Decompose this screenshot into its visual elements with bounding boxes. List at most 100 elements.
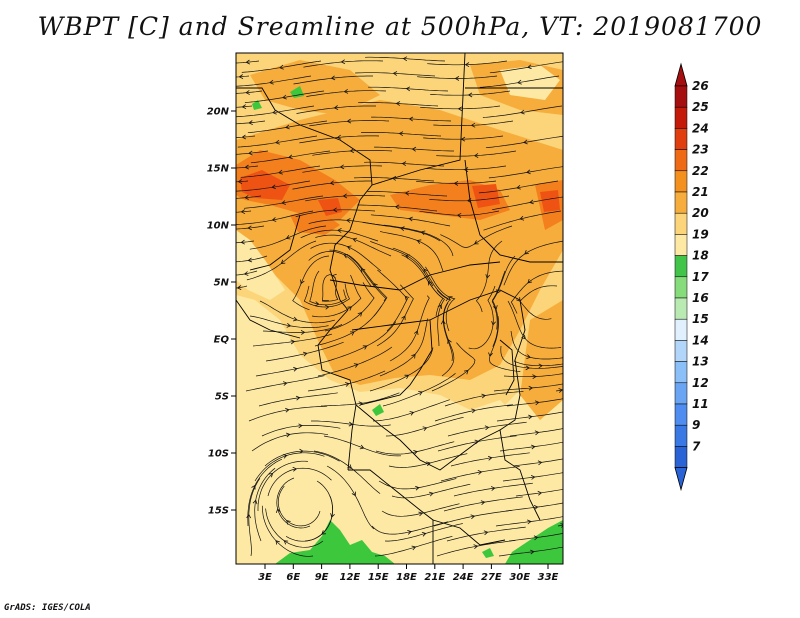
streamline [510,270,563,314]
streamline-arrow [408,116,414,122]
border-line [432,519,506,546]
streamline-arrow [340,59,346,65]
streamline-arrow [532,374,537,380]
colorbar-bottom-arrow [674,467,688,492]
colorbar-swatch [674,318,688,341]
streamline [285,495,334,542]
streamline-arrow [560,523,563,528]
streamline-arrow [299,448,304,454]
streamline [374,146,454,152]
streamline-arrow [426,461,431,467]
streamline [250,150,331,164]
streamline-arrow [243,271,249,276]
streamline [305,195,386,202]
streamline-arrow [391,175,397,181]
streamline [377,269,408,332]
streamline [430,90,511,96]
colorbar-label: 7 [692,439,701,453]
streamline-arrow [411,545,417,551]
streamline [429,195,510,202]
streamline-arrow [428,491,434,497]
streamline-arrow [247,225,252,231]
colorbar-label: 25 [692,100,709,114]
streamline [441,302,455,377]
wbpt-region [252,100,262,110]
streamline-arrow [407,530,412,535]
streamline [370,214,451,227]
streamline-arrow [481,393,486,399]
streamline [323,435,402,457]
streamline [254,452,325,482]
streamline-arrow [347,464,353,469]
streamline-arrow [447,296,453,301]
border-line [249,214,301,271]
streamline [247,458,283,527]
streamline-arrow [275,540,280,545]
streamline [440,466,520,482]
streamline-arrow [236,285,242,290]
wbpt-region [290,210,340,235]
streamline [236,90,263,94]
streamline [475,240,503,313]
streamline [295,209,376,217]
streamline [513,360,563,367]
streamline [379,318,429,377]
streamline-arrow [237,179,243,184]
streamline-arrow [395,101,401,106]
streamline [320,392,400,407]
streamline-arrow [330,75,336,81]
streamline [369,240,434,287]
streamline-arrow [272,109,277,115]
streamline [447,421,527,437]
streamline-arrow [351,491,356,497]
streamline [369,347,434,392]
streamline [391,483,471,499]
streamline-arrow [533,535,539,541]
streamline [249,225,327,250]
streamline-arrow [282,454,288,459]
streamline-arrow [530,549,535,555]
streamline [437,435,517,452]
streamline-arrow [278,169,283,175]
streamline-arrow [415,485,420,491]
streamline-arrow [463,167,469,172]
streamline [389,295,430,362]
colorbar-swatch [674,255,688,278]
streamline-arrow [488,352,493,357]
streamline-arrow [496,289,501,294]
colorbar-label: 16 [692,291,709,305]
streamline-arrow [332,207,338,213]
streamline [309,270,347,306]
streamline [499,441,563,452]
streamline [498,546,563,557]
streamline-arrow [292,466,298,472]
streamline-arrow [460,136,466,142]
streamline [426,165,507,171]
lat-label: 5S [215,392,229,403]
streamline [519,285,558,320]
streamline [378,478,457,490]
streamline [371,521,449,535]
streamline-arrow [293,366,298,372]
streamline-arrow [421,531,427,537]
lon-label: 15E [368,572,389,583]
streamline-arrow [490,486,496,491]
streamline [292,180,372,190]
streamline [276,477,311,529]
streamline-arrow [302,351,308,357]
streamline-arrow [268,472,274,478]
streamline [248,405,328,422]
streamline [236,210,314,225]
streamline-arrow [457,106,463,112]
streamline-arrow [359,444,365,450]
streamline [372,399,450,422]
colorbar-label: 22 [692,164,709,178]
streamline-arrow [530,475,536,480]
streamline-arrow [269,79,274,85]
streamline [489,61,563,74]
streamline-arrow [279,64,284,70]
streamline-arrow [394,204,400,210]
streamline-arrow [473,544,479,550]
streamline-arrow [298,423,303,429]
